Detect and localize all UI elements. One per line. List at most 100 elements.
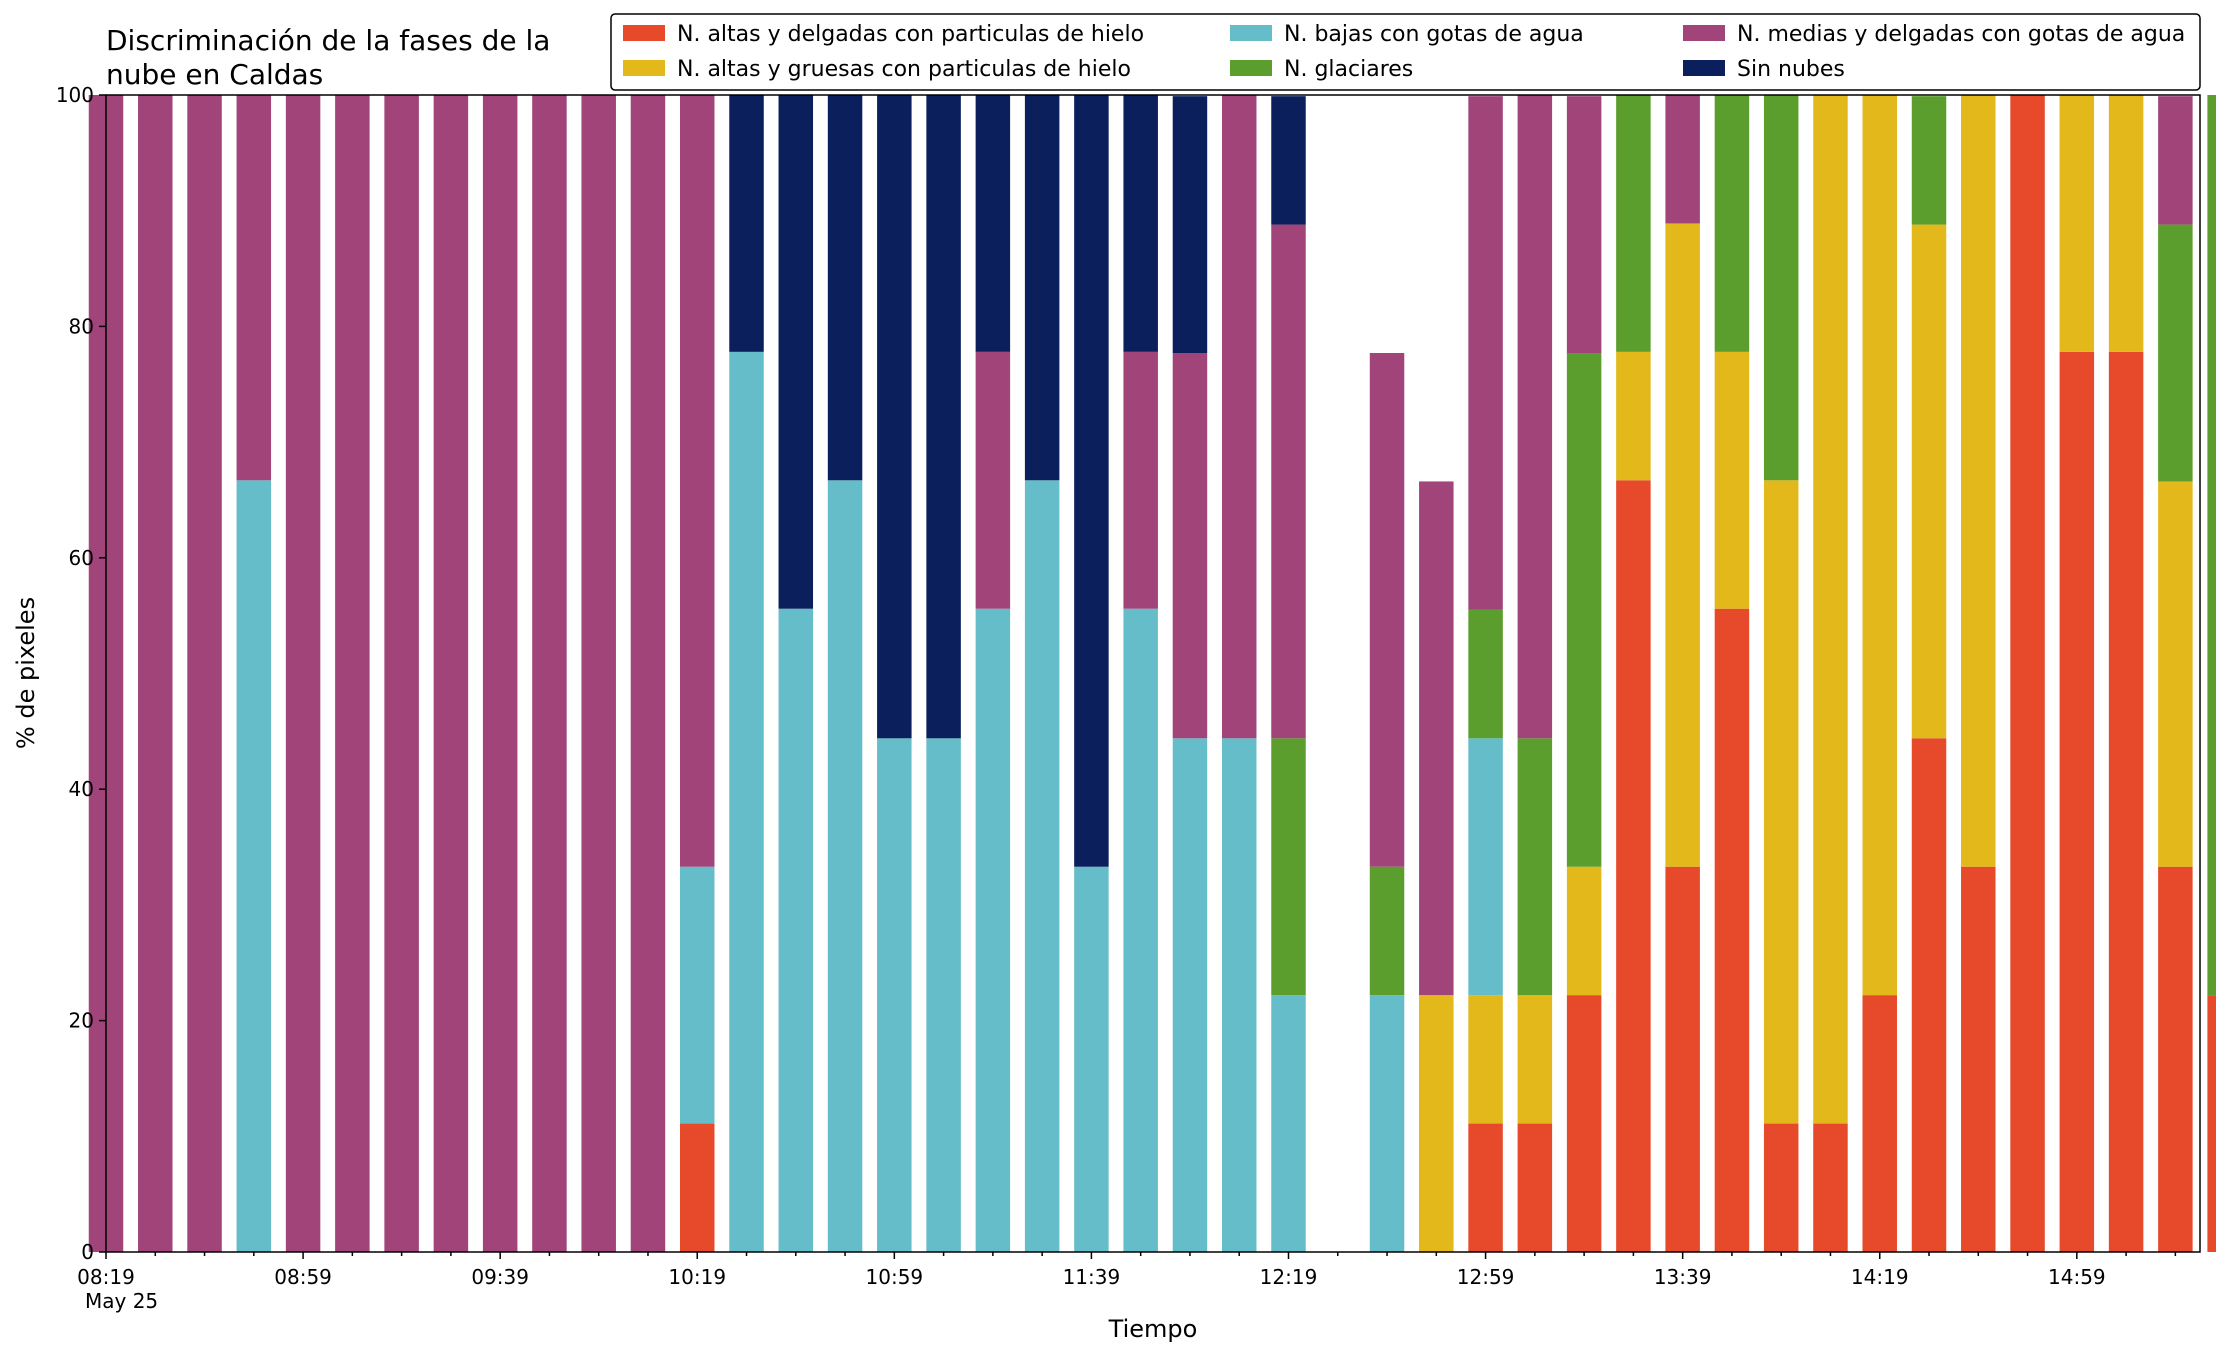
legend-entry-label: N. bajas con gotas de agua (1284, 22, 1584, 47)
bar-segment-s0-b43 (2207, 995, 2216, 1252)
bar-segment-s3-b43 (2207, 95, 2216, 996)
legend-swatch (1230, 60, 1272, 76)
bar-segment-s4-b2 (187, 95, 222, 1252)
bar-segment-s4-b4 (285, 95, 321, 1252)
bar-segment-s0-b35 (1813, 1123, 1848, 1252)
bar-segment-s2-b23 (1221, 738, 1257, 1252)
bar-segment-s1-b31 (1616, 351, 1651, 481)
bar-segment-s2-b21 (1123, 608, 1158, 1252)
legend-swatch (1230, 25, 1272, 41)
bar-segment-s4-b9 (532, 95, 567, 1252)
bar-segment-s1-b38 (1961, 95, 1996, 867)
y-tick-label: 20 (69, 1009, 94, 1033)
bar-segment-s4-b23 (1221, 95, 1257, 739)
bar-segment-s1-b32 (1665, 223, 1700, 867)
bar-segment-s3-b28 (1468, 609, 1503, 739)
bar-segment-s0-b34 (1763, 1123, 1799, 1252)
bar-segment-s4-b32 (1665, 95, 1700, 224)
bar-segment-s0-b38 (1961, 866, 1996, 1252)
y-tick-label: 0 (81, 1240, 94, 1264)
chart-title-line-2: nube en Caldas (106, 58, 323, 91)
legend-entry-label: N. altas y gruesas con particulas de hie… (677, 57, 1131, 82)
legend-frame (610, 13, 2201, 91)
bar-segment-s0-b33 (1714, 608, 1750, 1252)
bar-segment-s2-b14 (778, 608, 814, 1252)
bar-segment-s4-b6 (384, 95, 419, 1252)
y-axis-title: % de pixeles (12, 597, 40, 749)
bar-segment-s0-b32 (1665, 866, 1700, 1252)
bar-segment-s5-b19 (1024, 95, 1060, 481)
bar-segment-s3-b37 (1911, 96, 1947, 225)
x-tick-label: 11:39 (1063, 1265, 1121, 1289)
bar-segment-s0-b41 (2108, 351, 2144, 1252)
x-tick-label: 13:39 (1654, 1265, 1712, 1289)
bar-segment-s5-b16 (877, 95, 912, 739)
bar-segment-s3-b34 (1763, 95, 1799, 481)
bar-segment-s2-b24 (1271, 995, 1306, 1252)
bar-segment-s0-b12 (680, 1123, 715, 1252)
bar-segment-s3-b24 (1271, 738, 1306, 996)
bar-segment-s4-b21 (1123, 351, 1158, 609)
bar-segment-s2-b26 (1369, 995, 1405, 1252)
bar-segment-s2-b22 (1172, 738, 1208, 1252)
bar-segment-s4-b18 (975, 351, 1011, 609)
bar-segment-s0-b30 (1566, 995, 1602, 1252)
bar-segment-s1-b27 (1419, 995, 1454, 1252)
bar-segment-s5-b15 (827, 95, 863, 481)
bar-segment-s4-b27 (1419, 481, 1454, 996)
bar-segment-s4-b42 (2158, 96, 2193, 225)
bar-segment-s4-b5 (335, 95, 370, 1252)
bar-segment-s5-b24 (1271, 96, 1306, 225)
plot-area-frame (105, 94, 2201, 1253)
bar-segment-s4-b8 (482, 95, 518, 1252)
bar-segment-s1-b40 (2059, 95, 2095, 352)
bar-segment-s5-b14 (778, 95, 814, 609)
bar-segment-s4-b30 (1566, 96, 1602, 354)
x-tick-label: 10:59 (866, 1265, 924, 1289)
bar-segment-s3-b33 (1714, 95, 1750, 352)
legend-swatch (1683, 60, 1725, 76)
bar-segment-s4-b1 (138, 95, 173, 1252)
legend-swatch (623, 60, 665, 76)
bar-segment-s0-b28 (1468, 1123, 1503, 1252)
bar-segment-s1-b30 (1566, 866, 1602, 996)
chart-title-line-1: Discriminación de la fases de la (106, 24, 550, 57)
legend-swatch (623, 25, 665, 41)
bar-segment-s2-b20 (1074, 866, 1109, 1252)
bar-segment-s5-b20 (1074, 95, 1109, 867)
bar-segment-s1-b29 (1517, 995, 1553, 1124)
bar-segment-s0-b36 (1862, 995, 1897, 1252)
bar-segment-s2-b3 (236, 480, 272, 1252)
x-axis-title: Tiempo (1108, 1315, 1198, 1343)
bar-segment-s2-b15 (827, 480, 863, 1252)
bar-segment-s5-b22 (1172, 96, 1208, 354)
legend-swatch (1683, 25, 1725, 41)
bar-segment-s1-b37 (1911, 224, 1947, 739)
y-tick-label: 60 (69, 546, 94, 570)
bar-segment-s3-b29 (1517, 738, 1553, 996)
bar-segment-s4-b29 (1517, 95, 1553, 739)
x-tick-label: 09:39 (471, 1265, 529, 1289)
bar-segment-s4-b10 (581, 95, 616, 1252)
legend-entry-label: N. altas y delgadas con particulas de hi… (677, 22, 1144, 47)
bar-segment-s5-b18 (975, 95, 1011, 352)
legend-entry-label: Sin nubes (1737, 57, 1845, 82)
bar-segment-s4-b11 (630, 95, 666, 1252)
x-tick-label: 14:19 (1851, 1265, 1909, 1289)
bar-segment-s1-b42 (2158, 481, 2193, 867)
bar-segment-s1-b34 (1763, 480, 1799, 1124)
y-tick-label: 80 (69, 314, 94, 338)
bar-segment-s4-b28 (1468, 96, 1503, 610)
bar-segment-s4-b26 (1369, 353, 1405, 867)
bar-segment-s2-b17 (926, 738, 961, 1252)
bar-segment-s2-b12 (680, 866, 715, 1124)
bar-segment-s3-b42 (2158, 224, 2193, 482)
bar-segment-s3-b26 (1369, 866, 1405, 996)
bar-segment-s0-b31 (1616, 480, 1651, 1252)
legend-entry-label: N. glaciares (1284, 57, 1413, 82)
x-axis: 08:19 08:59 09:39 10:19 10:59 11:39 12:19 12:59… (77, 1252, 2177, 1289)
bar-segment-s5-b17 (926, 95, 961, 739)
bar-segment-s2-b28 (1468, 738, 1503, 996)
y-axis: 0 20 40 60 80 100 (56, 83, 106, 1264)
